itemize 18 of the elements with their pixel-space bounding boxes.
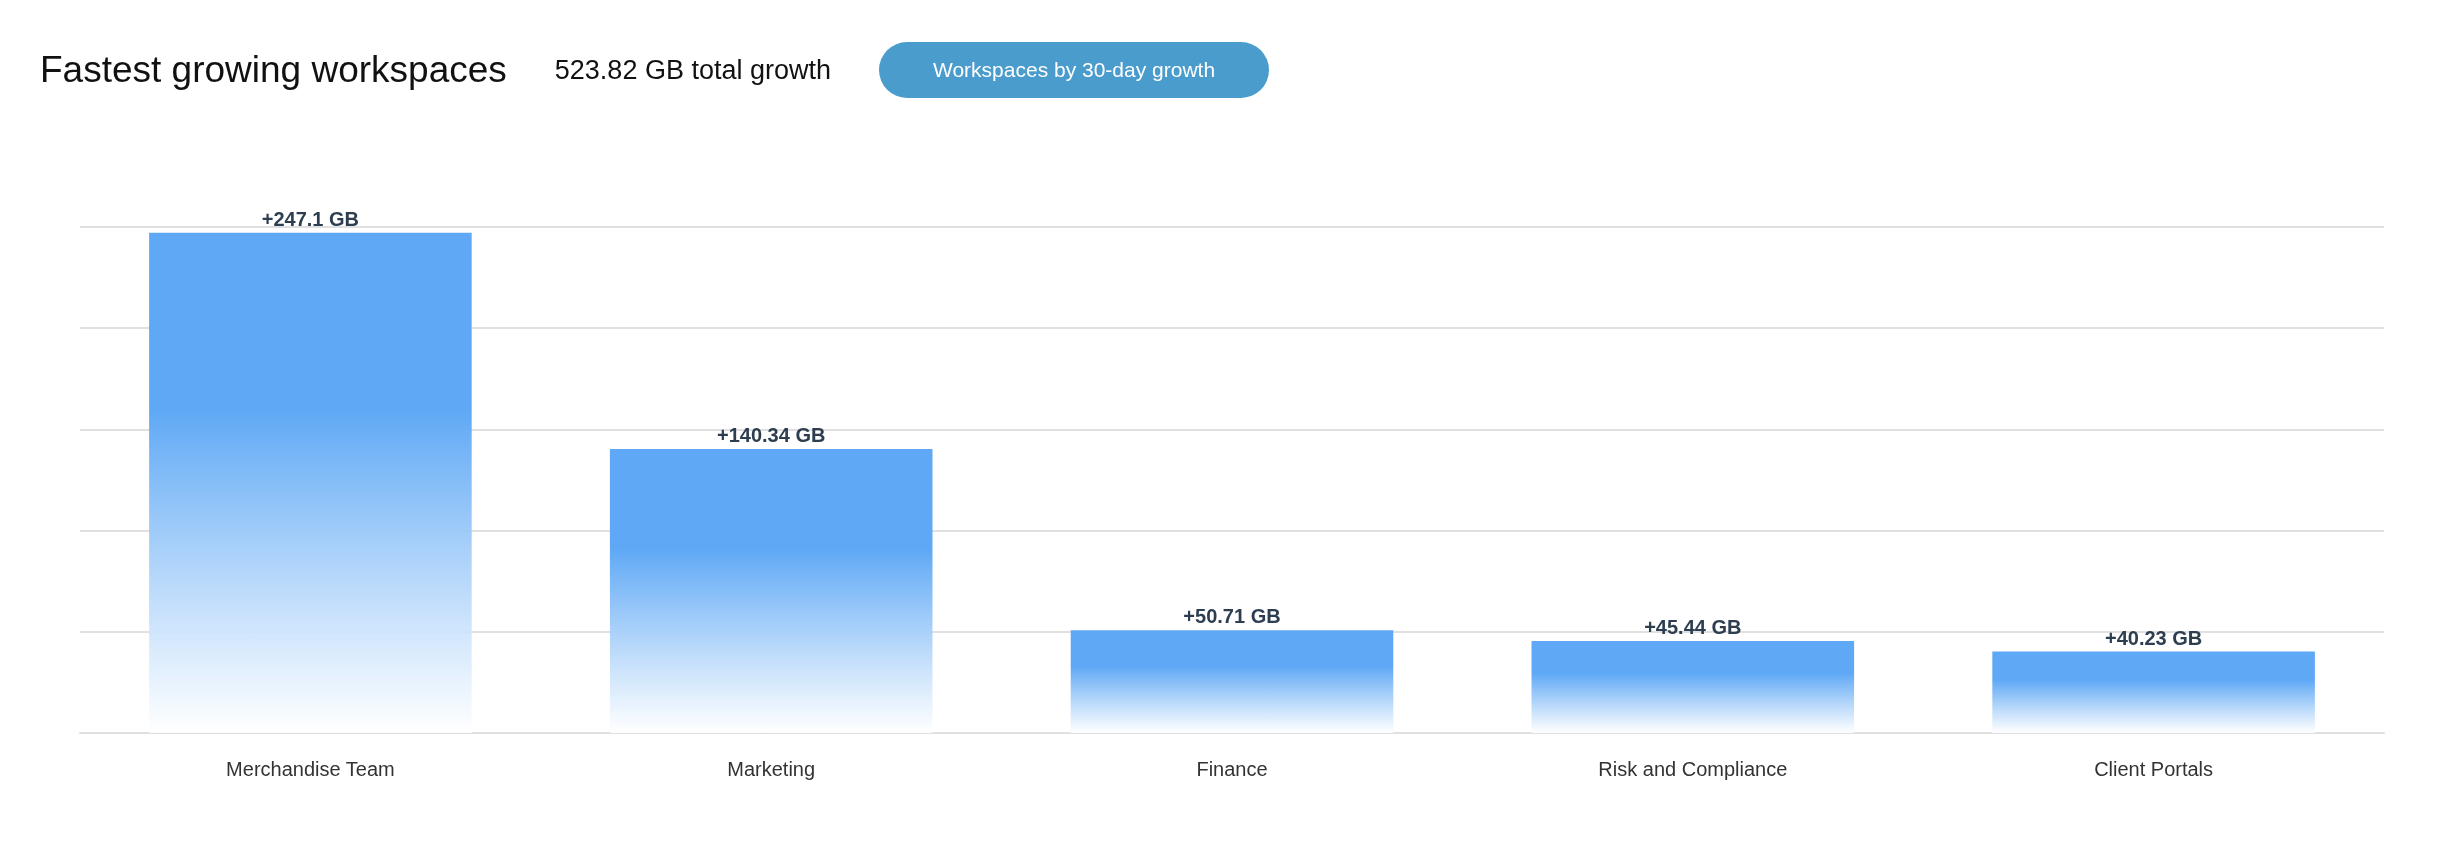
bar <box>1531 641 1855 733</box>
data-label: +50.71 GB <box>1183 605 1281 628</box>
chart-title: Fastest growing workspaces <box>40 49 507 91</box>
x-tick-label: Merchandise Team <box>226 758 395 780</box>
data-label: +45.44 GB <box>1644 616 1742 639</box>
bar <box>609 448 933 733</box>
chart-subtitle: 523.82 GB total growth <box>554 54 831 86</box>
data-label: +140.34 GB <box>716 423 826 446</box>
bar <box>1992 651 2315 733</box>
sort-button: Workspaces by 30-day growth <box>879 42 1270 98</box>
x-tick-label: Risk and Compliance <box>1598 758 1788 780</box>
bar <box>149 232 472 733</box>
data-label: +40.23 GB <box>2104 626 2203 649</box>
bar <box>1070 630 1394 733</box>
x-tick-label: Marketing <box>727 758 816 780</box>
x-tick-label: Finance <box>1196 758 1268 780</box>
data-label: +247.1 GB <box>261 207 360 230</box>
x-tick-label: Client Portals <box>2094 758 2214 780</box>
